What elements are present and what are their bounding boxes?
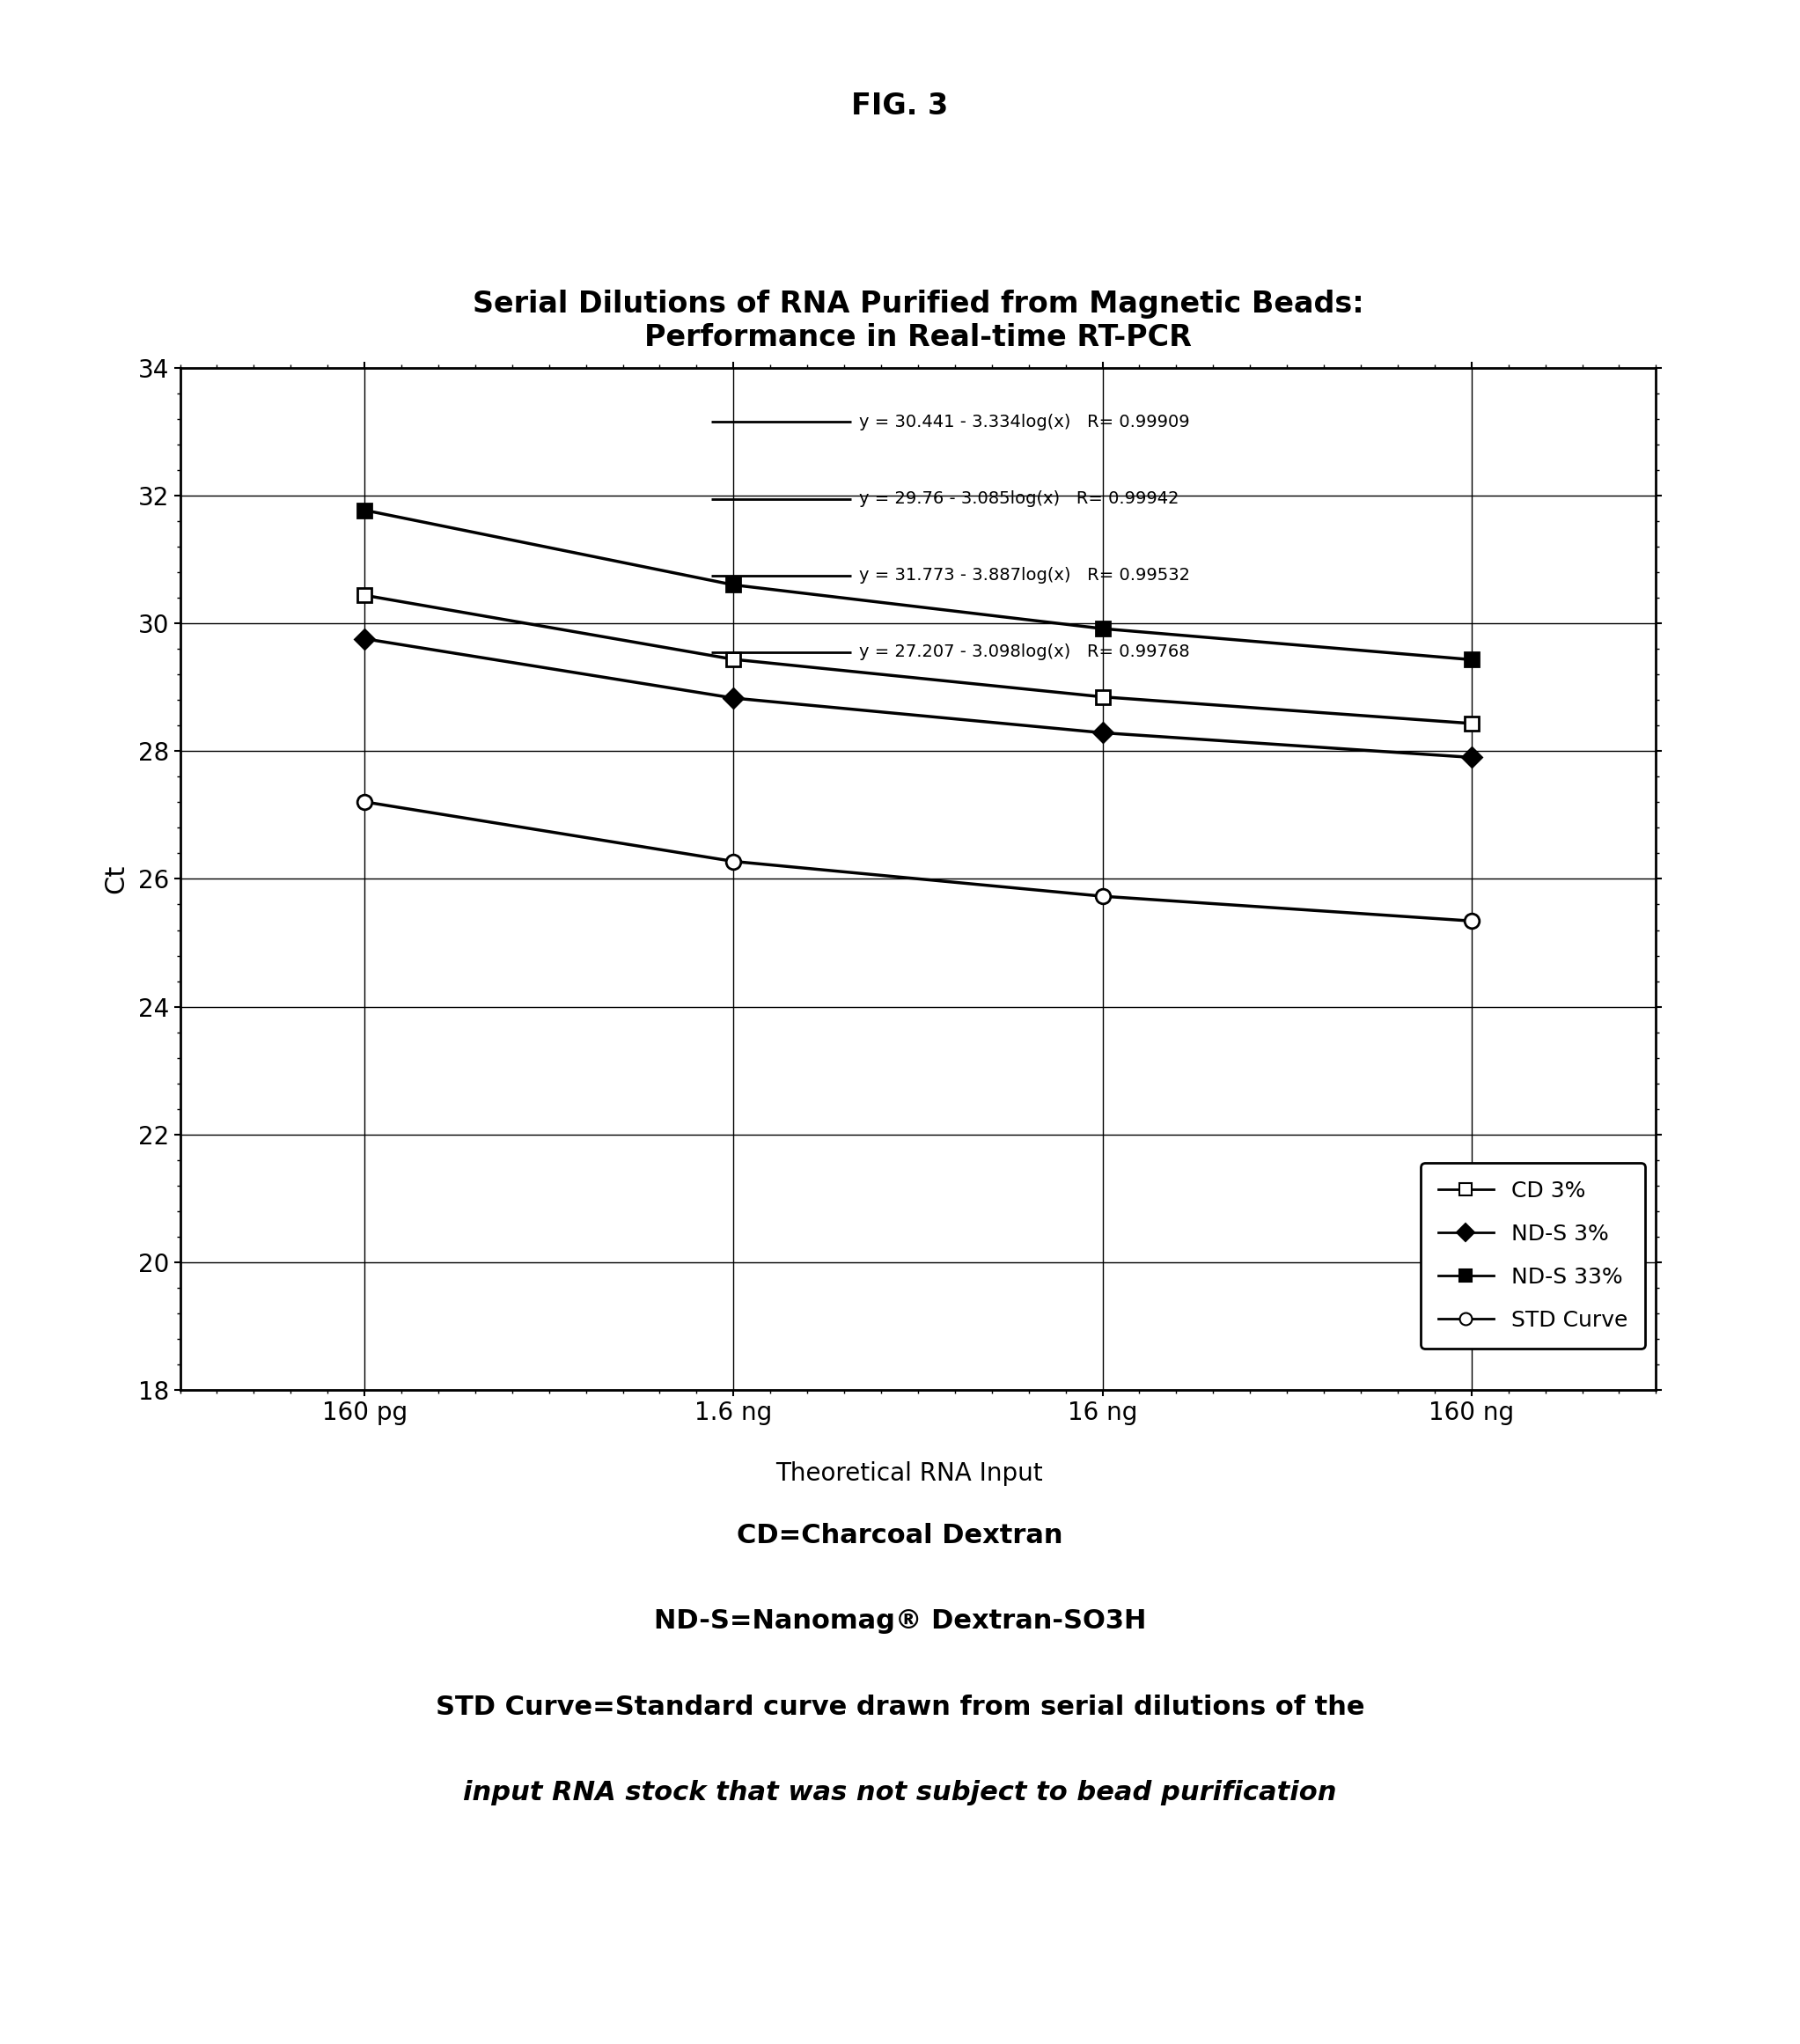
Text: STD Curve=Standard curve drawn from serial dilutions of the: STD Curve=Standard curve drawn from seri… [436,1694,1364,1719]
Text: y = 31.773 - 3.887log(x)   R= 0.99532: y = 31.773 - 3.887log(x) R= 0.99532 [859,566,1190,585]
Text: ND-S=Nanomag® Dextran-SO3H: ND-S=Nanomag® Dextran-SO3H [653,1609,1147,1633]
Text: y = 30.441 - 3.334log(x)   R= 0.99909: y = 30.441 - 3.334log(x) R= 0.99909 [859,413,1190,431]
Title: Serial Dilutions of RNA Purified from Magnetic Beads:
Performance in Real-time R: Serial Dilutions of RNA Purified from Ma… [472,290,1364,352]
Text: FIG. 3: FIG. 3 [851,92,949,121]
Y-axis label: Ct: Ct [103,865,128,893]
Text: Theoretical RNA Input: Theoretical RNA Input [776,1461,1042,1486]
Legend: CD 3%, ND-S 3%, ND-S 33%, STD Curve: CD 3%, ND-S 3%, ND-S 33%, STD Curve [1420,1163,1645,1349]
Text: y = 29.76 - 3.085log(x)   R= 0.99942: y = 29.76 - 3.085log(x) R= 0.99942 [859,491,1179,507]
Text: CD=Charcoal Dextran: CD=Charcoal Dextran [736,1523,1064,1547]
Text: y = 27.207 - 3.098log(x)   R= 0.99768: y = 27.207 - 3.098log(x) R= 0.99768 [859,644,1190,660]
Text: input RNA stock that was not subject to bead purification: input RNA stock that was not subject to … [463,1780,1337,1805]
